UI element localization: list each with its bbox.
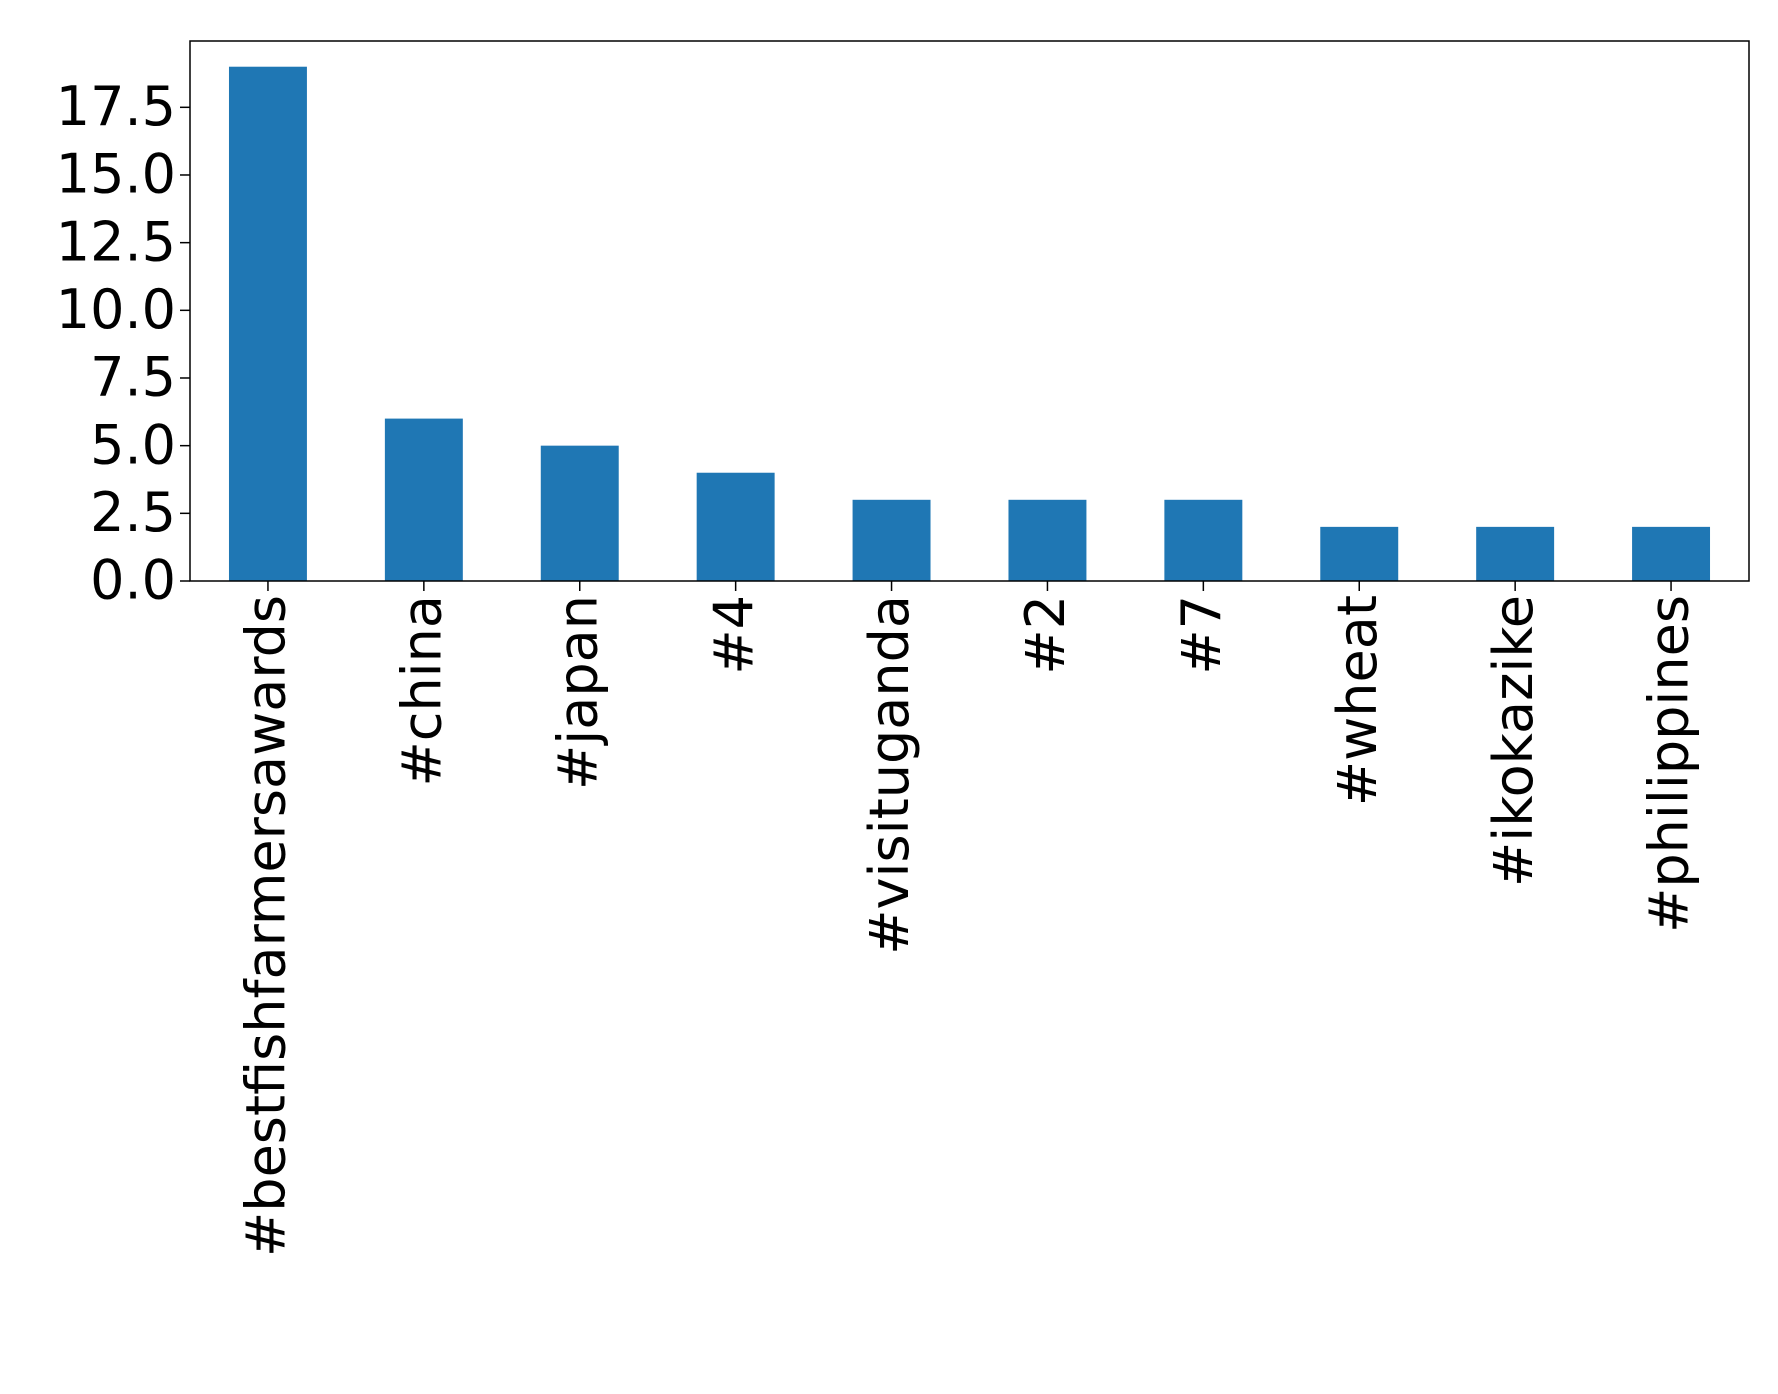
- y-tick-label: 2.5: [90, 481, 176, 544]
- y-tick-label: 10.0: [56, 278, 176, 341]
- bar: [852, 499, 931, 581]
- y-tick-label: 7.5: [90, 346, 176, 409]
- y-tick-label: 5.0: [90, 413, 176, 476]
- x-tick-label: #visituganda: [858, 595, 921, 955]
- bar: [384, 418, 463, 581]
- x-tick-label: #china: [390, 595, 453, 786]
- bar: [1320, 526, 1399, 581]
- x-tick-label: #ikokazike: [1482, 595, 1545, 887]
- x-tick-label: #wheat: [1326, 595, 1389, 806]
- y-tick-label: 12.5: [56, 210, 176, 273]
- bar: [1632, 526, 1711, 581]
- y-tick-label: 17.5: [56, 75, 176, 138]
- bar: [1008, 499, 1087, 581]
- bar: [540, 445, 619, 581]
- bar: [228, 66, 307, 581]
- x-tick-label: #bestfishfarmersawards: [235, 595, 298, 1257]
- x-tick-label: #7: [1170, 595, 1233, 675]
- bar: [1476, 526, 1555, 581]
- x-tick-label: #4: [702, 595, 765, 675]
- y-tick-label: 0.0: [90, 549, 176, 612]
- x-tick-label: #philippines: [1638, 595, 1701, 933]
- y-tick-label: 15.0: [56, 143, 176, 206]
- plot-frame: [189, 40, 1750, 582]
- bar: [1164, 499, 1243, 581]
- x-tick-label: #japan: [546, 595, 609, 790]
- x-tick-label: #2: [1014, 595, 1077, 675]
- bar: [696, 472, 775, 581]
